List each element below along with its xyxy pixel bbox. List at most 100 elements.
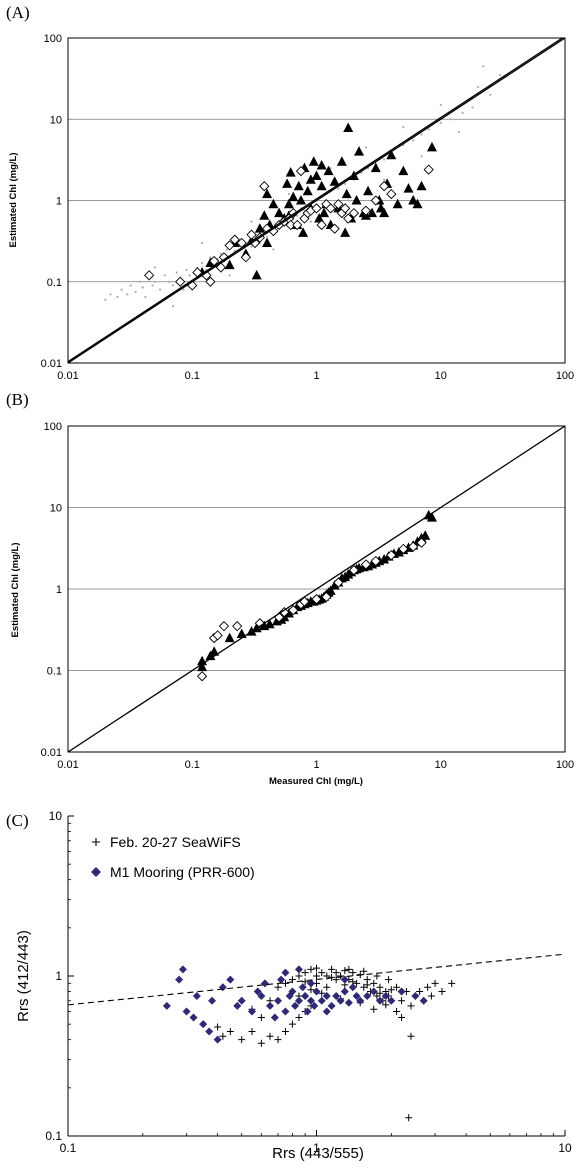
data-point-plus [387, 986, 395, 994]
y-axis-title: Rrs (412/443) [15, 930, 32, 1022]
data-point-diamond-filled [253, 987, 262, 996]
data-point-diamond-filled [281, 968, 290, 977]
plot-frame [67, 425, 566, 753]
data-point-dot [163, 274, 166, 277]
data-point-plus [370, 979, 378, 987]
data-point-plus [332, 976, 340, 984]
data-point-triangle [316, 180, 327, 191]
data-point-diamond-filled [226, 975, 235, 984]
data-point-plus [424, 983, 432, 991]
data-point-diamond [254, 618, 265, 629]
data-point-dot [461, 111, 464, 114]
data-point-plus [370, 1005, 378, 1013]
data-point-dot [144, 295, 147, 299]
data-point-triangle [262, 188, 273, 199]
data-point-triangle [295, 195, 306, 205]
data-point-diamond [218, 621, 230, 632]
data-point-diamond [311, 594, 322, 605]
data-point-plus [257, 1039, 265, 1047]
data-point-diamond [212, 630, 223, 641]
data-point-dot [309, 220, 312, 223]
data-point-dot [439, 121, 442, 125]
data-point-dot [228, 274, 231, 277]
data-point-diamond [423, 164, 434, 175]
data-point-diamond-filled [175, 975, 184, 984]
data-point-triangle [398, 165, 409, 176]
data-point-plus [219, 1032, 227, 1040]
data-point-triangle [351, 195, 362, 205]
data-point-diamond-filled [317, 996, 326, 1005]
data-point-dot [158, 288, 162, 291]
data-point-diamond [386, 188, 397, 200]
y-tick-label: 10 [50, 503, 62, 515]
data-point-triangle [264, 618, 275, 629]
data-point-diamond [348, 565, 360, 576]
data-point-dot [498, 73, 502, 77]
data-point-diamond [360, 559, 372, 570]
data-point-plus [288, 1020, 296, 1028]
data-point-dot [151, 284, 154, 287]
y-tick-label: 100 [44, 33, 62, 45]
data-point-triangle [408, 195, 419, 205]
chart-panel-a: (A) 0.01 0.1 1 10 100 0.01 0.1 1 10 100 Estimated C… [6, 3, 574, 382]
data-point-diamond-filled [182, 1007, 191, 1016]
data-point-triangle [298, 227, 309, 237]
data-point-diamond-filled [298, 983, 307, 992]
data-point-dot [141, 286, 144, 289]
data-point-diamond-filled [257, 991, 266, 1000]
data-point-diamond-filled [419, 996, 428, 1005]
data-point-triangle [209, 646, 220, 656]
data-point-diamond-filled [247, 1007, 256, 1016]
data-point-diamond-filled [301, 991, 310, 1000]
data-point-dot [182, 288, 185, 291]
data-point-triangle [343, 122, 354, 133]
data-point-diamond-filled [363, 991, 372, 1000]
data-point-diamond-filled [375, 996, 384, 1005]
data-point-diamond-filled [291, 1001, 300, 1010]
y-tick-label: 0.01 [41, 747, 62, 759]
data-point-diamond-filled [294, 965, 303, 974]
data-point-triangle [224, 259, 235, 270]
data-point-diamond [408, 541, 419, 552]
data-point-triangle [302, 185, 313, 196]
data-point-plus [376, 989, 384, 997]
data-point-dot [129, 284, 132, 287]
data-point-dot [138, 280, 142, 283]
data-point-diamond-filled [199, 1020, 208, 1029]
data-point-triangle [268, 198, 279, 209]
data-point-dot [153, 280, 156, 283]
data-point-dot [225, 248, 228, 251]
data-point-diamond-filled [411, 991, 420, 1000]
x-tick-label: 0.01 [57, 759, 78, 771]
data-point-diamond-filled [294, 996, 303, 1005]
data-point-plus [349, 969, 357, 977]
data-point-diamond [175, 276, 186, 287]
y-tick-label: 100 [44, 421, 62, 433]
data-point-triangle [262, 237, 273, 247]
data-point-diamond-filled [266, 1001, 275, 1010]
data-point-plus [238, 1036, 246, 1044]
data-point-plus [385, 976, 393, 984]
data-point-plus [274, 983, 282, 991]
data-point-diamond-filled [192, 991, 201, 1000]
data-point-plus [427, 992, 435, 1000]
data-point-dot [402, 126, 405, 129]
data-point-plus [257, 1014, 265, 1022]
data-point-plus [295, 972, 303, 980]
data-point-diamond [321, 591, 332, 603]
data-point-plus [337, 972, 345, 980]
data-point-plus [318, 989, 326, 997]
data-point-dot [482, 65, 485, 68]
x-tick-label: 1 [313, 759, 319, 771]
data-point-dot [337, 187, 340, 190]
data-point-triangle [392, 198, 403, 209]
data-point-diamond-filled [306, 996, 315, 1005]
data-point-diamond [205, 276, 216, 287]
y-tick-label: 10 [50, 114, 62, 126]
y-tick-label: 1 [56, 196, 62, 208]
x-tick-label: 1 [313, 1141, 320, 1155]
data-point-dot [477, 85, 480, 89]
data-point-dot [185, 268, 188, 271]
data-point-plus [301, 969, 309, 977]
y-tick-label: 0.1 [47, 666, 62, 678]
